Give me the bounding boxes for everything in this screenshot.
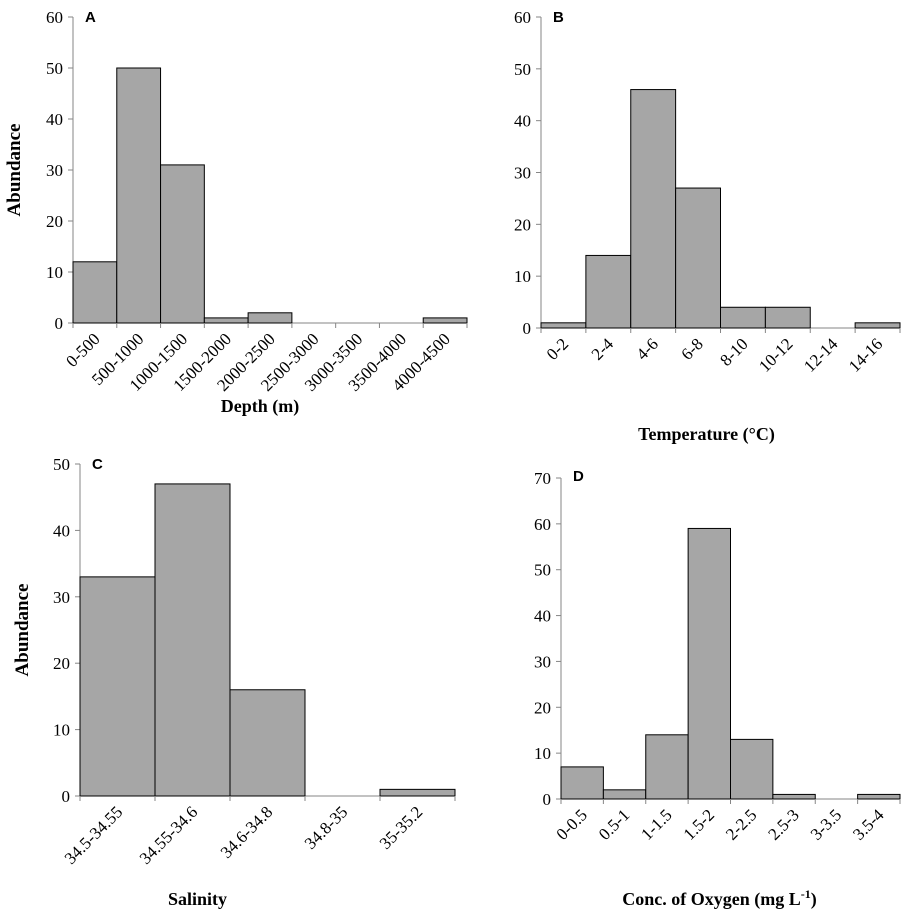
chart-panel-d: 0 10 20 30 40 50 60 70 0-0.5 0.5-1 1-1.5 1.5-2 2-2.5…	[534, 468, 901, 910]
chart-panel-c: 0 10 20 30 40 50 34.5-34.55 34.55-34.6 34.6-34.8…	[12, 455, 456, 909]
bar-4000-4500	[422, 317, 468, 324]
x-tick-label: 2-4	[588, 334, 618, 364]
bar-0-2	[540, 322, 587, 329]
y-tick-label: 20	[46, 212, 63, 231]
bar-2.5-3	[772, 793, 816, 800]
bar-35-35.2	[379, 788, 456, 797]
y-tick-label: 70	[534, 469, 551, 488]
y-tick-label: 0	[523, 319, 532, 338]
x-axis-label-end: )	[811, 889, 817, 910]
bar-4-6	[630, 89, 677, 329]
x-tick-label: 0-2	[543, 334, 572, 363]
x-axis-label: Depth (m)	[221, 396, 300, 417]
bar-10-12	[764, 306, 811, 329]
y-tick-label: 40	[534, 607, 551, 626]
y-tick-label: 30	[534, 652, 551, 671]
y-tick-label: 20	[53, 654, 70, 673]
y-tick-label: 10	[534, 744, 551, 763]
chart-panel-a: 01020304050600-500500-10001000-15001500-…	[4, 8, 468, 417]
x-axis-label-text: Salinity	[168, 889, 227, 909]
panel-label: A	[85, 9, 96, 26]
y-axis-label: Abundance	[12, 584, 33, 677]
x-tick-label: 1-1.5	[637, 805, 675, 843]
bar-1500-2000	[203, 317, 249, 324]
y-tick-label: 30	[46, 161, 63, 180]
bar-34.55-34.6	[154, 483, 231, 797]
bar-2000-2500	[247, 312, 293, 324]
y-tick-label: 10	[514, 267, 531, 286]
x-tick-label: 14-16	[845, 334, 886, 375]
x-tick-label: 6-8	[677, 334, 706, 363]
chart-panel-b: 0 10 20 30 40 50 60 0-2 2-4 4-6 6-8 8-10 10-12 12-14 1…	[514, 8, 901, 445]
y-tick-label: 10	[53, 721, 70, 740]
y-tick-label: 20	[514, 215, 531, 234]
bar-2-4	[585, 254, 632, 329]
x-tick-label: 12-14	[800, 334, 842, 376]
x-axis-label-text: Conc. of Oxygen (mg L	[622, 889, 801, 910]
x-axis-label-text: Depth (m)	[221, 396, 300, 417]
y-tick-label: 50	[514, 60, 531, 79]
x-tick-label: 8-10	[716, 334, 751, 369]
y-tick-label: 60	[514, 8, 531, 27]
x-axis-label-text: Temperature (°C)	[638, 424, 775, 445]
panel-label: C	[92, 456, 103, 473]
bar-1-1.5	[645, 734, 689, 800]
bar-1000-1500	[160, 164, 205, 324]
bar-2-2.5	[730, 738, 774, 800]
x-tick-label: 34.6-34.8	[217, 802, 277, 862]
y-tick-label: 30	[53, 588, 70, 607]
x-tick-label: 3-3.5	[807, 805, 845, 843]
bar-0-500	[72, 261, 118, 324]
y-axis-label: Abundance	[4, 124, 25, 217]
x-tick-label: 34.8-35	[301, 802, 352, 853]
x-tick-label: 2-2.5	[722, 805, 760, 843]
bar-500-1000	[116, 67, 162, 324]
y-tick-label: 40	[53, 521, 70, 540]
y-tick-label: 60	[534, 515, 551, 534]
x-axis-label: Salinity	[168, 889, 227, 909]
x-tick-label: 0-0.5	[553, 805, 591, 843]
y-tick-label: 0	[55, 314, 64, 333]
bar-8-10	[720, 306, 766, 329]
bar-34.6-34.8	[229, 689, 306, 797]
y-tick-label: 50	[534, 561, 551, 580]
x-tick-label: 0.5-1	[595, 805, 633, 843]
y-tick-label: 40	[514, 112, 531, 131]
x-tick-label: 10-12	[755, 334, 796, 375]
x-axis-label: Conc. of Oxygen (mg L-1)	[622, 887, 817, 910]
bar-14-16	[854, 322, 901, 329]
bar-0-0.5	[560, 766, 604, 800]
y-tick-label: 40	[46, 110, 63, 129]
x-tick-label: 2.5-3	[764, 805, 802, 843]
bar-6-8	[675, 187, 721, 329]
y-tick-label: 20	[534, 698, 551, 717]
x-tick-label: 35-35.2	[376, 802, 427, 853]
x-axis-label: Temperature (°C)	[638, 424, 775, 445]
y-tick-label: 10	[46, 263, 63, 282]
x-tick-label: 34.55-34.6	[136, 802, 202, 868]
bar-0.5-1	[602, 789, 647, 800]
y-tick-label: 50	[46, 59, 63, 78]
x-tick-label: 1.5-2	[680, 805, 718, 843]
x-tick-label: 3.5-4	[849, 805, 888, 844]
y-tick-label: 0	[62, 787, 71, 806]
y-tick-label: 0	[543, 790, 552, 809]
panel-label: B	[553, 9, 564, 26]
bar-1.5-2	[687, 527, 731, 800]
panel-label: D	[573, 468, 584, 485]
x-tick-label: 4-6	[633, 334, 662, 363]
x-axis-label-superscript: -1	[801, 887, 811, 901]
bar-34.5-34.55	[79, 576, 156, 797]
y-tick-label: 60	[46, 8, 63, 27]
bar-3.5-4	[857, 793, 901, 800]
y-tick-label: 30	[514, 164, 531, 183]
y-tick-label: 50	[53, 455, 70, 474]
x-tick-label: 34.5-34.55	[61, 802, 127, 868]
